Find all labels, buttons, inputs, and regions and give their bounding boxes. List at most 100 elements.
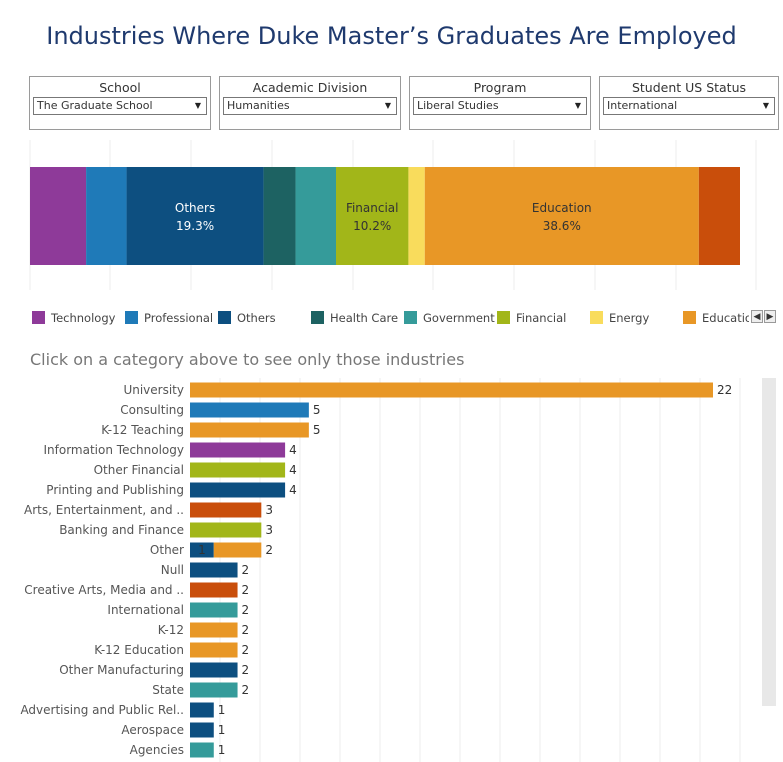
category-label: Arts, Entertainment, and .. <box>24 503 184 517</box>
legend-label: Financial <box>516 311 567 325</box>
filter-label: School <box>99 80 141 95</box>
legend-label: Health Care <box>330 311 399 325</box>
legend-item[interactable]: Financial <box>497 311 566 327</box>
filter-academic-division: Academic Division Humanities ▼ <box>219 76 401 130</box>
segment-share-label: 10.2% <box>353 219 391 233</box>
category-label: K-12 <box>158 623 184 637</box>
category-label: Null <box>161 563 184 577</box>
category-label: K-12 Teaching <box>101 423 184 437</box>
stack-segment[interactable] <box>295 167 337 265</box>
bar[interactable] <box>190 462 286 478</box>
bar-value-label: 2 <box>242 683 250 697</box>
legend-item[interactable]: Health Care <box>311 311 398 327</box>
category-label: Information Technology <box>44 443 185 457</box>
bar-value-label: 5 <box>313 423 321 437</box>
program-select[interactable]: Liberal Studies ▼ <box>413 97 587 115</box>
school-select[interactable]: The Graduate School ▼ <box>33 97 207 115</box>
bar-value-label: 1 <box>198 543 206 557</box>
legend-label: Energy <box>609 311 650 325</box>
category-label: State <box>152 683 184 697</box>
instruction-text: Click on a category above to see only th… <box>30 350 465 369</box>
bar[interactable] <box>190 402 309 418</box>
filter-student-us-status: Student US Status International ▼ <box>599 76 779 130</box>
category-label: Other Manufacturing <box>59 663 184 677</box>
bar[interactable] <box>190 382 713 398</box>
bar[interactable] <box>213 542 262 558</box>
filter-label: Academic Division <box>252 80 368 95</box>
stack-segment[interactable] <box>698 167 740 265</box>
bar-value-label: 3 <box>265 523 273 537</box>
bar[interactable] <box>190 482 286 498</box>
category-label: Aerospace <box>121 723 184 737</box>
academic-division-select[interactable]: Humanities ▼ <box>223 97 397 115</box>
category-label: Consulting <box>120 403 184 417</box>
bar[interactable] <box>190 542 214 558</box>
stack-segment[interactable] <box>408 167 425 265</box>
category-label: Other Financial <box>94 463 184 477</box>
stack-segment[interactable] <box>126 167 264 265</box>
bar[interactable] <box>190 622 238 638</box>
stack-segment[interactable] <box>86 167 127 265</box>
bar-value-label: 22 <box>717 383 732 397</box>
legend-item[interactable]: Others <box>218 311 276 327</box>
bar[interactable] <box>190 742 214 758</box>
bar-value-label: 4 <box>289 483 297 497</box>
stack-segment[interactable] <box>336 167 409 265</box>
bar-value-label: 1 <box>218 703 226 717</box>
bar[interactable] <box>190 562 238 578</box>
category-label: International <box>107 603 184 617</box>
bar[interactable] <box>190 522 262 538</box>
bar[interactable] <box>190 442 286 458</box>
chevron-down-icon: ▼ <box>574 101 581 110</box>
legend-swatch <box>404 311 417 324</box>
legend-scroll-right-button[interactable]: ▶ <box>764 310 776 323</box>
legend-swatch <box>125 311 138 324</box>
bar[interactable] <box>190 642 238 658</box>
legend-swatch <box>32 311 45 324</box>
legend-item[interactable]: Education <box>683 311 749 327</box>
bar-value-label: 2 <box>242 563 250 577</box>
filter-school: School The Graduate School ▼ <box>29 76 211 130</box>
stack-segment[interactable] <box>30 167 87 265</box>
stack-segment[interactable] <box>424 167 699 265</box>
legend-item[interactable]: Energy <box>590 311 649 327</box>
segment-category-label: Others <box>175 201 215 215</box>
student-us-status-select[interactable]: International ▼ <box>603 97 775 115</box>
filter-program: Program Liberal Studies ▼ <box>409 76 591 130</box>
legend-item[interactable]: Professional <box>125 311 213 327</box>
bar[interactable] <box>190 602 238 618</box>
filter-label: Program <box>473 80 527 95</box>
category-label: Banking and Finance <box>59 523 184 537</box>
legend-label: Technology <box>51 311 116 325</box>
select-value: International <box>607 99 678 112</box>
bar[interactable] <box>190 422 309 438</box>
bar[interactable] <box>190 702 214 718</box>
bar-value-label: 1 <box>218 723 226 737</box>
chevron-down-icon: ▼ <box>762 101 769 110</box>
select-value: Humanities <box>227 99 290 112</box>
legend-item[interactable]: Government <box>404 311 495 327</box>
vertical-scrollbar[interactable] <box>762 378 776 706</box>
legend-item[interactable]: Technology <box>32 311 115 327</box>
category-label: Creative Arts, Media and .. <box>24 583 184 597</box>
bar[interactable] <box>190 722 214 738</box>
industry-share-stacked-bar: Others 19.3% Financial 10.2% Education 38.6% <box>29 140 757 290</box>
bar[interactable] <box>190 582 238 598</box>
chevron-down-icon: ▼ <box>194 101 201 110</box>
category-label: University <box>123 383 184 397</box>
bar-value-label: 2 <box>242 643 250 657</box>
category-label: Agencies <box>130 743 184 757</box>
stack-segment[interactable] <box>263 167 296 265</box>
legend-scroll-left-button[interactable]: ◀ <box>751 310 763 323</box>
legend-swatch <box>683 311 696 324</box>
bar-value-label: 2 <box>242 583 250 597</box>
category-label: Advertising and Public Rel.. <box>20 703 184 717</box>
bar[interactable] <box>190 662 238 678</box>
bar[interactable] <box>190 502 262 518</box>
bar-value-label: 2 <box>242 603 250 617</box>
legend-swatch <box>497 311 510 324</box>
bar-value-label: 3 <box>265 503 273 517</box>
bar-value-label: 2 <box>265 543 273 557</box>
bar[interactable] <box>190 682 238 698</box>
